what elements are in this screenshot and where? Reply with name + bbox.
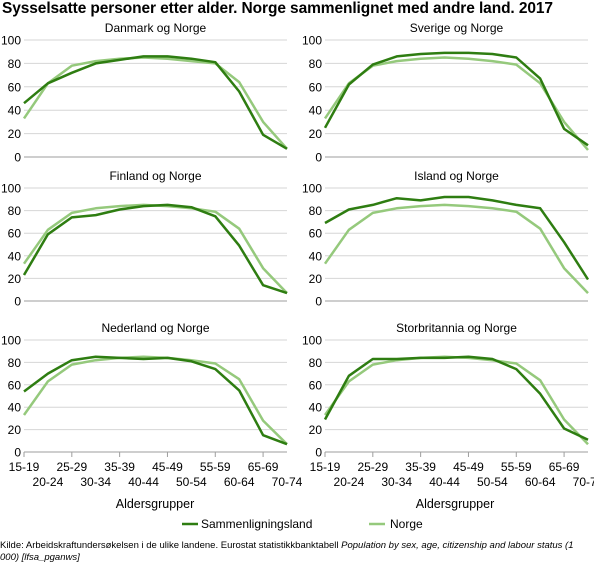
y-tick-label: 80 <box>8 204 22 218</box>
y-tick-label: 20 <box>8 272 22 286</box>
x-tick-label: 35-39 <box>405 460 436 474</box>
x-tick-label: 20-24 <box>334 475 365 489</box>
panel-2: Finland og Norge 0 20 40 60 80 100 <box>1 169 288 309</box>
x-tick-label: 45-49 <box>453 460 484 474</box>
source-note: Kilde: Arbeidskraftundersøkelsen i de ul… <box>0 540 592 564</box>
panel-title: Finland og Norge <box>109 169 201 183</box>
y-tick-label: 40 <box>309 249 323 263</box>
x-tick-label: 30-34 <box>381 475 412 489</box>
series-line-comparison <box>323 355 589 441</box>
x-tick-label: 40-44 <box>128 475 159 489</box>
y-tick-label: 60 <box>309 227 323 241</box>
panel-title: Nederland og Norge <box>101 321 209 335</box>
series-line-norway <box>22 355 288 446</box>
y-tick-label: 60 <box>309 80 323 94</box>
y-tick-label: 100 <box>1 182 21 196</box>
x-tick-label: 50-54 <box>176 475 207 489</box>
y-tick-label: 0 <box>315 151 322 165</box>
y-tick-label: 80 <box>309 57 323 71</box>
y-tick-label: 0 <box>315 295 322 309</box>
panel-title: Storbritannia og Norge <box>396 321 517 335</box>
series-line-norway <box>323 355 589 446</box>
y-tick-label: 100 <box>1 34 21 48</box>
x-tick-label: 15-19 <box>9 460 40 474</box>
x-axis-label-left: Aldersgrupper <box>116 497 195 511</box>
y-tick-label: 60 <box>8 378 22 392</box>
y-tick-label: 0 <box>315 446 322 460</box>
y-tick-label: 40 <box>309 104 323 118</box>
panel-5: Storbritannia og Norge02040608010015-192… <box>302 321 594 489</box>
y-tick-label: 20 <box>309 272 323 286</box>
source-prefix: Kilde: Arbeidskraftundersøkelsen i de ul… <box>0 540 342 551</box>
legend: Sammenligningsland Norge <box>182 517 423 531</box>
x-tick-label: 40-44 <box>429 475 460 489</box>
series-line-comparison <box>23 55 288 150</box>
page-title: Sysselsatte personer etter alder. Norge … <box>2 0 553 17</box>
x-tick-label: 70-74 <box>573 475 594 489</box>
y-tick-label: 40 <box>309 401 323 415</box>
y-tick-label: 40 <box>8 401 22 415</box>
x-tick-label: 60-64 <box>224 475 255 489</box>
x-tick-label: 55-59 <box>501 460 532 474</box>
x-tick-label: 70-74 <box>272 475 303 489</box>
y-tick-label: 60 <box>8 80 22 94</box>
x-tick-label: 20-24 <box>33 475 64 489</box>
y-tick-label: 20 <box>309 127 323 141</box>
y-tick-label: 100 <box>1 334 21 348</box>
y-tick-label: 20 <box>8 423 22 437</box>
x-tick-label: 30-34 <box>80 475 111 489</box>
panel-4: Nederland og Norge 0 20 40 60 80 100 15-1920-24… <box>1 321 303 489</box>
series-line-comparison <box>22 203 288 295</box>
x-tick-label: 55-59 <box>200 460 231 474</box>
series-line-norway <box>323 203 589 294</box>
y-tick-label: 80 <box>8 356 22 370</box>
panel-title: Island og Norge <box>414 169 499 183</box>
y-tick-label: 40 <box>8 249 22 263</box>
x-tick-label: 15-19 <box>310 460 341 474</box>
y-tick-label: 100 <box>302 34 322 48</box>
x-tick-label: 45-49 <box>152 460 183 474</box>
panel-1: Sverige og Norge 0 20 40 60 80 100 <box>302 21 589 165</box>
x-tick-label: 35-39 <box>104 460 135 474</box>
y-tick-label: 80 <box>309 356 323 370</box>
series-line-comparison <box>23 355 288 446</box>
y-tick-label: 0 <box>14 295 21 309</box>
panel-title: Sverige og Norge <box>410 21 504 35</box>
y-tick-label: 40 <box>8 104 22 118</box>
y-tick-label: 60 <box>8 227 22 241</box>
y-tick-label: 0 <box>14 151 21 165</box>
x-tick-label: 60-64 <box>525 475 556 489</box>
y-tick-label: 60 <box>309 378 323 392</box>
series-line-comparison <box>323 51 589 147</box>
x-tick-label: 65-69 <box>549 460 580 474</box>
y-tick-label: 20 <box>8 127 22 141</box>
panel-title: Danmark og Norge <box>105 21 207 35</box>
x-tick-label: 65-69 <box>248 460 279 474</box>
y-tick-label: 0 <box>14 446 21 460</box>
source-italic: Population by sex, age, citizenship and … <box>0 540 574 563</box>
legend-label-comparison: Sammenligningsland <box>201 517 312 531</box>
x-tick-label: 25-29 <box>56 460 87 474</box>
y-tick-label: 80 <box>8 57 22 71</box>
y-tick-label: 80 <box>309 204 323 218</box>
y-tick-label: 100 <box>302 182 322 196</box>
panel-3: Island og Norge 0 20 40 60 80 100 <box>302 169 590 309</box>
x-axis-label-right: Aldersgrupper <box>416 497 495 511</box>
y-tick-label: 100 <box>302 334 322 348</box>
x-tick-label: 25-29 <box>357 460 388 474</box>
series-line-norway <box>22 56 288 150</box>
series-line-comparison <box>324 195 590 281</box>
y-tick-label: 20 <box>309 423 323 437</box>
panel-0: Danmark og Norge 0 20 40 60 80 100 <box>1 21 288 165</box>
x-tick-label: 50-54 <box>477 475 508 489</box>
legend-label-norway: Norge <box>390 517 423 531</box>
series-line-norway <box>22 203 288 294</box>
